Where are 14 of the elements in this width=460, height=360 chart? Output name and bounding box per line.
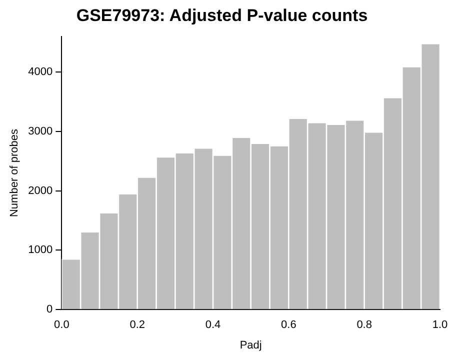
y-tick-label: 1000 xyxy=(28,244,53,256)
x-axis-title: Padj xyxy=(240,339,262,352)
y-tick-label: 0 xyxy=(46,304,53,316)
y-tick-label: 2000 xyxy=(28,184,53,197)
x-tick-label: 0.6 xyxy=(281,319,296,332)
chart-title: GSE79973: Adjusted P-value counts xyxy=(76,6,368,25)
y-axis-title: Number of probes xyxy=(8,128,21,218)
x-tick-label: 0.4 xyxy=(205,319,221,332)
y-tick-label: 4000 xyxy=(28,66,53,78)
x-tick-label: 1.0 xyxy=(432,319,448,332)
x-tick-label: 0.0 xyxy=(54,319,70,332)
y-tick-label: 3000 xyxy=(28,125,53,138)
x-tick-label: 0.8 xyxy=(356,319,372,332)
x-tick-label: 0.2 xyxy=(130,319,145,332)
